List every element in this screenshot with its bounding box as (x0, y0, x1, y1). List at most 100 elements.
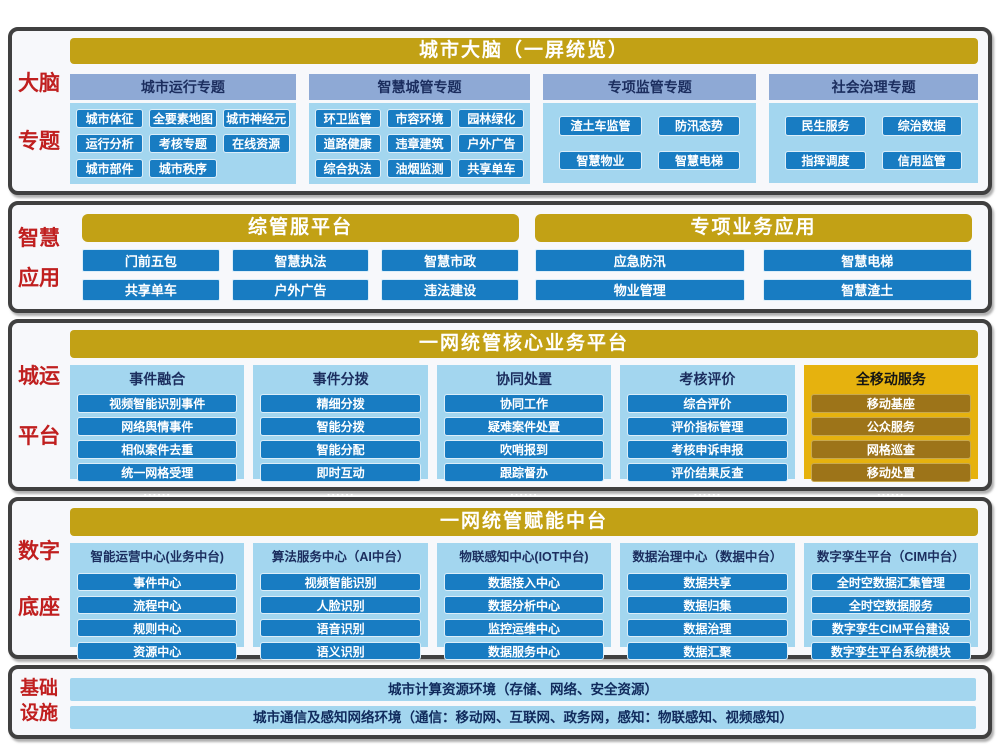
chip[interactable]: 网格巡查 (810, 440, 972, 459)
chip[interactable]: 数据归集 (627, 596, 788, 614)
chip[interactable]: 门前五包 (82, 249, 220, 272)
banner-special-business-applications: 专项业务应用 (535, 214, 972, 242)
chip[interactable]: 数据服务中心 (443, 642, 605, 660)
chip[interactable]: 流程中心 (77, 596, 238, 614)
chip[interactable]: 智能分拨 (260, 417, 421, 436)
chip[interactable]: 吹哨报到 (443, 440, 605, 459)
column-data-governance-center: 数据治理中心（数据中台） 数据共享 数据归集 数据治理 数据汇聚 (620, 543, 795, 660)
chip[interactable]: 园林绿化 (458, 109, 525, 128)
column-mobile-services: 全移动服务 移动基座 公众服务 网格巡查 移动处置 ...... (803, 365, 979, 498)
chip[interactable]: 智慧执法 (231, 249, 370, 272)
chip[interactable]: 综合评价 (627, 394, 788, 413)
chip[interactable]: 疑难案件处置 (443, 417, 605, 436)
chip[interactable]: 视频智能识别事件 (77, 394, 238, 413)
column-header: 全移动服务 (855, 371, 926, 387)
chip[interactable]: 评价指标管理 (627, 417, 788, 436)
chip[interactable]: 智能分配 (260, 440, 421, 459)
chip[interactable]: 智慧渣土 (762, 278, 972, 301)
section-special-business-applications: 专项业务应用 应急防汛 智慧电梯 物业管理 智慧渣土 (535, 214, 972, 301)
chip[interactable]: 数字孪生CIM平台建设 (810, 619, 972, 637)
chip[interactable]: 精细分拨 (260, 394, 421, 413)
side-label-city-operation: 城运 平台 (12, 323, 66, 487)
chip[interactable]: 事件中心 (77, 573, 238, 591)
chip[interactable]: 移动处置 (810, 463, 972, 482)
chip[interactable]: 违法建设 (381, 278, 519, 301)
chip[interactable]: 城市部件 (76, 159, 144, 178)
city-operation-content: 一网统管核心业务平台 事件融合 视频智能识别事件 网络舆情事件 相似案件去重 统… (66, 323, 988, 498)
application-sections: 综管服平台 门前五包 智慧执法 智慧市政 共享单车 户外广告 违法建设 专项业务… (70, 214, 978, 301)
group-social-governance-topics: 社会治理专题 民生服务 综治数据 指挥调度 信用监管 (769, 74, 978, 183)
chip[interactable]: 数字孪生平台系统模块 (810, 642, 972, 660)
section-body: 门前五包 智慧执法 智慧市政 共享单车 户外广告 违法建设 (82, 249, 519, 301)
chip[interactable]: 考核专题 (149, 134, 217, 153)
chip[interactable]: 环卫监管 (314, 109, 381, 128)
chip[interactable]: 全时空数据汇集管理 (810, 573, 972, 591)
chip[interactable]: 全时空数据服务 (810, 596, 972, 614)
chip[interactable]: 综合执法 (314, 159, 381, 178)
chip[interactable]: 指挥调度 (785, 150, 866, 170)
chip[interactable]: 在线资源 (222, 134, 290, 153)
chip[interactable]: 渣土车监管 (559, 116, 642, 136)
column-iot-center: 物联感知中心(IOT中台) 数据接入中心 数据分析中心 监控运维中心 数据服务中… (436, 543, 612, 660)
chip[interactable]: 数据接入中心 (443, 573, 605, 591)
group-header: 专项监管专题 (543, 74, 757, 100)
chip[interactable]: 全要素地图 (149, 109, 217, 128)
chip[interactable]: 智慧电梯 (762, 249, 972, 272)
chip[interactable]: 应急防汛 (535, 249, 745, 272)
chip[interactable]: 人脸识别 (260, 596, 421, 614)
chip[interactable]: 规则中心 (77, 619, 238, 637)
chip[interactable]: 资源中心 (77, 642, 238, 660)
group-header: 智慧城管专题 (308, 74, 531, 100)
digital-base-content: 一网统管赋能中台 智能运营中心(业务中台) 事件中心 流程中心 规则中心 资源中… (66, 501, 988, 660)
chip[interactable]: 智慧市政 (381, 249, 519, 272)
chip[interactable]: 语音识别 (260, 619, 421, 637)
chip[interactable]: 智慧电梯 (657, 150, 741, 170)
side-label-brain-topics: 大脑 专题 (12, 31, 66, 191)
chip[interactable]: 跟踪督办 (443, 463, 605, 482)
chip[interactable]: 共享单车 (82, 278, 220, 301)
section-body: 应急防汛 智慧电梯 物业管理 智慧渣土 (535, 249, 972, 301)
chip[interactable]: 城市秩序 (149, 159, 217, 178)
chip[interactable]: 民生服务 (785, 116, 866, 136)
chip[interactable]: 道路健康 (314, 134, 381, 153)
chip[interactable]: 综治数据 (881, 116, 962, 136)
chip[interactable]: 协同工作 (443, 394, 605, 413)
panel-infrastructure: 基础 设施 城市计算资源环境（存储、网络、安全资源） 城市通信及感知网络环境（通… (8, 665, 992, 739)
chip[interactable]: 数据汇聚 (627, 642, 788, 660)
chip[interactable]: 共享单车 (458, 159, 525, 178)
side-label-line: 应用 (18, 266, 60, 290)
column-header: 算法服务中心（AI中台） (271, 550, 410, 564)
infrastructure-content: 城市计算资源环境（存储、网络、安全资源） 城市通信及感知网络环境（通信：移动网、… (66, 669, 988, 735)
chip[interactable]: 视频智能识别 (260, 573, 421, 591)
chip[interactable]: 信用监管 (881, 150, 962, 170)
chip[interactable]: 违章建筑 (386, 134, 453, 153)
chip[interactable]: 油烟监测 (386, 159, 453, 178)
chip[interactable]: 数据分析中心 (443, 596, 605, 614)
chip[interactable]: 数据治理 (627, 619, 788, 637)
chip[interactable]: 市容环境 (386, 109, 453, 128)
chip[interactable]: 统一网格受理 (77, 463, 238, 482)
column-cim-digital-twin-platform: 数字孪生平台（CIM中台） 全时空数据汇集管理 全时空数据服务 数字孪生CIM平… (803, 543, 979, 660)
column-event-dispatch: 事件分拨 精细分拨 智能分拨 智能分配 即时互动 ...... (253, 365, 428, 498)
chip[interactable]: 即时互动 (260, 463, 421, 482)
chip[interactable]: 公众服务 (810, 417, 972, 436)
side-label-line: 设施 (19, 703, 58, 724)
chip[interactable]: 城市体征 (76, 109, 144, 128)
chip[interactable]: 城市神经元 (222, 109, 290, 128)
chip[interactable]: 语义识别 (260, 642, 421, 660)
chip[interactable]: 相似案件去重 (77, 440, 238, 459)
chip[interactable]: 评价结果反查 (627, 463, 788, 482)
chip[interactable]: 网络舆情事件 (77, 417, 238, 436)
chip[interactable]: 户外广告 (231, 278, 370, 301)
chip[interactable]: 考核申诉申报 (627, 440, 788, 459)
chip[interactable]: 数据共享 (627, 573, 788, 591)
chip[interactable]: 防汛态势 (657, 116, 741, 136)
chip[interactable]: 物业管理 (535, 278, 745, 301)
chip[interactable]: 智慧物业 (559, 150, 642, 170)
panel-brain-topics: 大脑 专题 城市大脑（一屏统览） 城市运行专题 城市体征 全要素地图 城市神经元… (8, 27, 992, 195)
chip[interactable]: 监控运维中心 (443, 619, 605, 637)
chip[interactable]: 移动基座 (810, 394, 972, 413)
column-header: 考核评价 (679, 371, 736, 387)
chip[interactable]: 户外广告 (458, 134, 525, 153)
chip[interactable]: 运行分析 (76, 134, 144, 153)
